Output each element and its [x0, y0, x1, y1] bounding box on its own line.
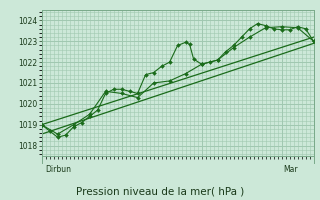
Text: Dirbun: Dirbun: [45, 165, 71, 174]
Text: Pression niveau de la mer( hPa ): Pression niveau de la mer( hPa ): [76, 186, 244, 196]
Text: Mar: Mar: [283, 165, 298, 174]
